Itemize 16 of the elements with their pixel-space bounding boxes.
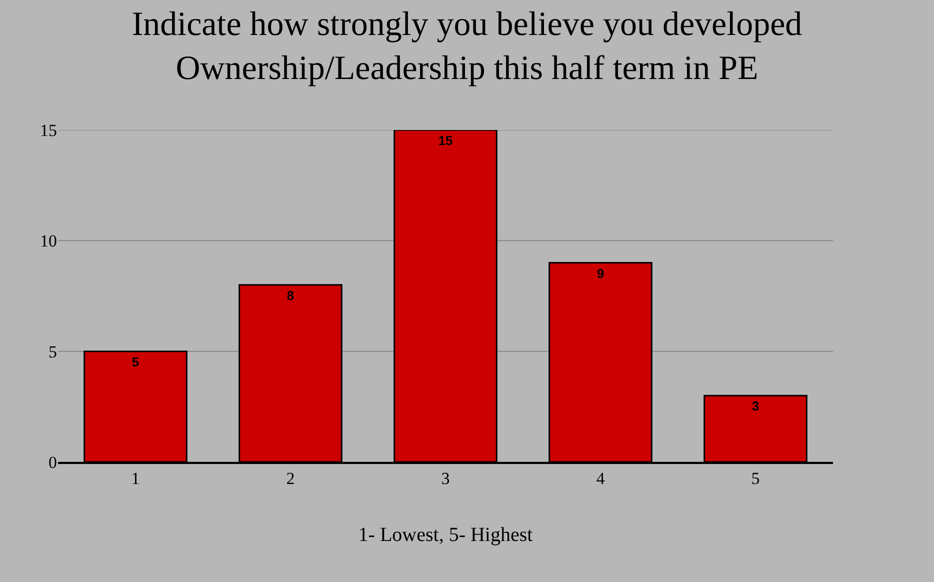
data-label: 15 <box>438 133 453 148</box>
x-tick-label: 3 <box>441 469 450 488</box>
x-tick-label: 2 <box>286 469 295 488</box>
y-tick-label: 15 <box>40 120 57 140</box>
data-label: 5 <box>132 354 140 370</box>
y-tick-label: 0 <box>48 452 57 472</box>
data-label: 3 <box>752 398 760 414</box>
x-tick-label: 4 <box>596 469 606 488</box>
y-tick-label: 10 <box>40 232 57 251</box>
chart-title: Indicate how strongly you believe you developed Ownership/Leadership this half term in PE <box>132 6 802 88</box>
data-label: 9 <box>596 266 604 281</box>
y-tick-label: 5 <box>48 342 57 362</box>
data-label: 8 <box>286 288 294 303</box>
x-tick-label: 5 <box>751 469 760 488</box>
x-tick-label: 1 <box>131 469 140 488</box>
x-axis-title: 1- Lowest, 5- Highest <box>358 524 534 546</box>
